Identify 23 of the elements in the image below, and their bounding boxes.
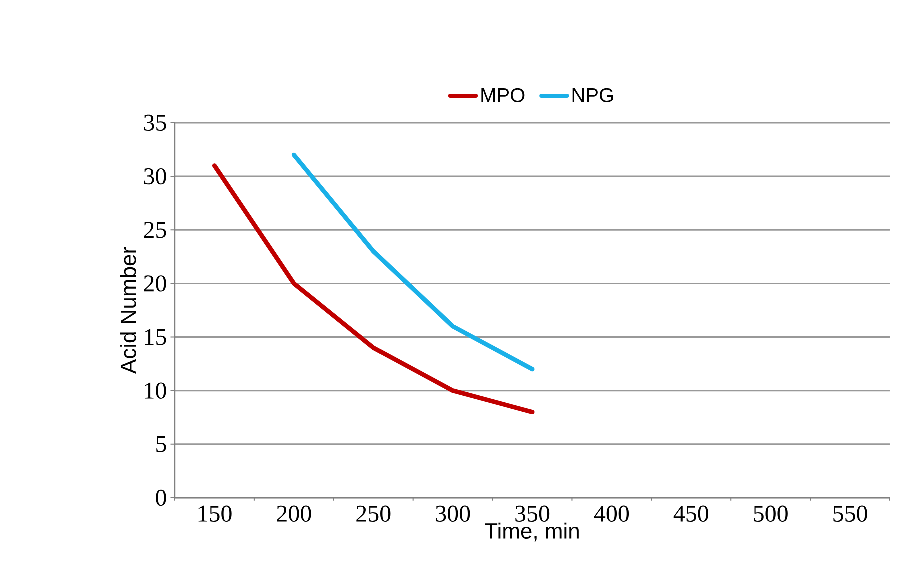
y-tick-label: 25 (144, 222, 166, 238)
x-tick-label: 250 (356, 506, 391, 522)
x-tick-label: 450 (674, 506, 708, 522)
y-tick-label: 0 (156, 490, 166, 506)
legend-label: NPG (572, 88, 614, 102)
x-tick-label: 400 (594, 506, 630, 522)
y-tick-label: 35 (144, 114, 166, 132)
line-series (292, 152, 535, 372)
y-axis-title: Acid Number (120, 247, 136, 374)
y-tick-label: 15 (145, 329, 166, 346)
line-series (212, 164, 535, 415)
x-tick-label: 350 (516, 506, 550, 522)
x-tick-label: 200 (277, 506, 312, 522)
x-tick-label: 550 (834, 506, 868, 522)
x-tick-label: 150 (198, 506, 232, 522)
x-tick-label: 500 (754, 506, 788, 522)
y-tick-label: 10 (145, 382, 166, 399)
x-axis-title: Time, min (485, 522, 579, 542)
legend-label: MPO (482, 88, 525, 102)
x-tick-label: 300 (436, 506, 470, 522)
y-tick-label: 30 (144, 168, 166, 185)
y-tick-label: 20 (144, 276, 166, 292)
y-tick-label: 5 (156, 436, 166, 452)
